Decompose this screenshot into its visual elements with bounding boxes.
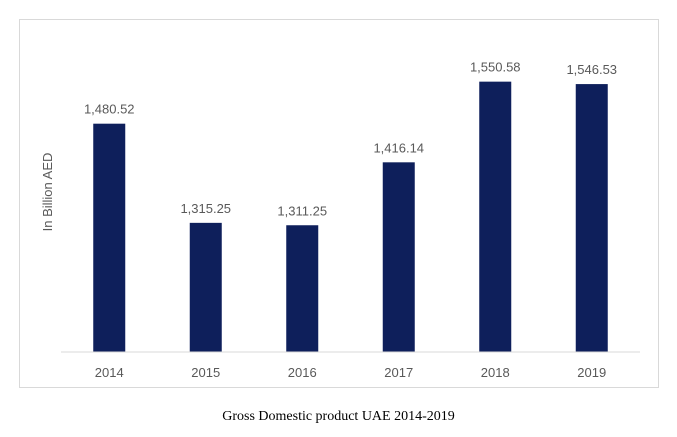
x-tick-2015: 2015 [191,365,220,380]
bar-2014 [93,123,126,352]
figure-caption: Gross Domestic product UAE 2014-2019 [222,409,455,424]
bars-layer [93,81,608,352]
x-tick-2018: 2018 [481,365,510,380]
y-axis-title: In Billion AED [40,153,55,232]
bar-2017 [382,162,415,352]
chart-frame [19,19,659,388]
data-label-2014: 1,480.52 [84,102,135,117]
x-tick-2014: 2014 [95,365,124,380]
data-label-2019: 1,546.53 [566,62,617,77]
x-tick-2017: 2017 [384,365,413,380]
x-axis-ticks-layer: 2014 2015 2016 2017 2018 2019 [95,365,606,380]
x-tick-2016: 2016 [288,365,317,380]
data-labels-layer: 1,480.52 1,315.25 1,311.25 1,416.14 1,550.58… [84,60,617,219]
bar-2019 [575,84,608,352]
data-label-2017: 1,416.14 [373,140,424,155]
x-tick-2019: 2019 [577,365,606,380]
bar-2016 [286,225,319,352]
data-label-2016: 1,311.25 [277,203,327,218]
bar-2018 [479,81,512,352]
data-label-2018: 1,550.58 [470,60,521,75]
bar-2015 [189,222,222,352]
data-label-2015: 1,315.25 [180,201,231,216]
